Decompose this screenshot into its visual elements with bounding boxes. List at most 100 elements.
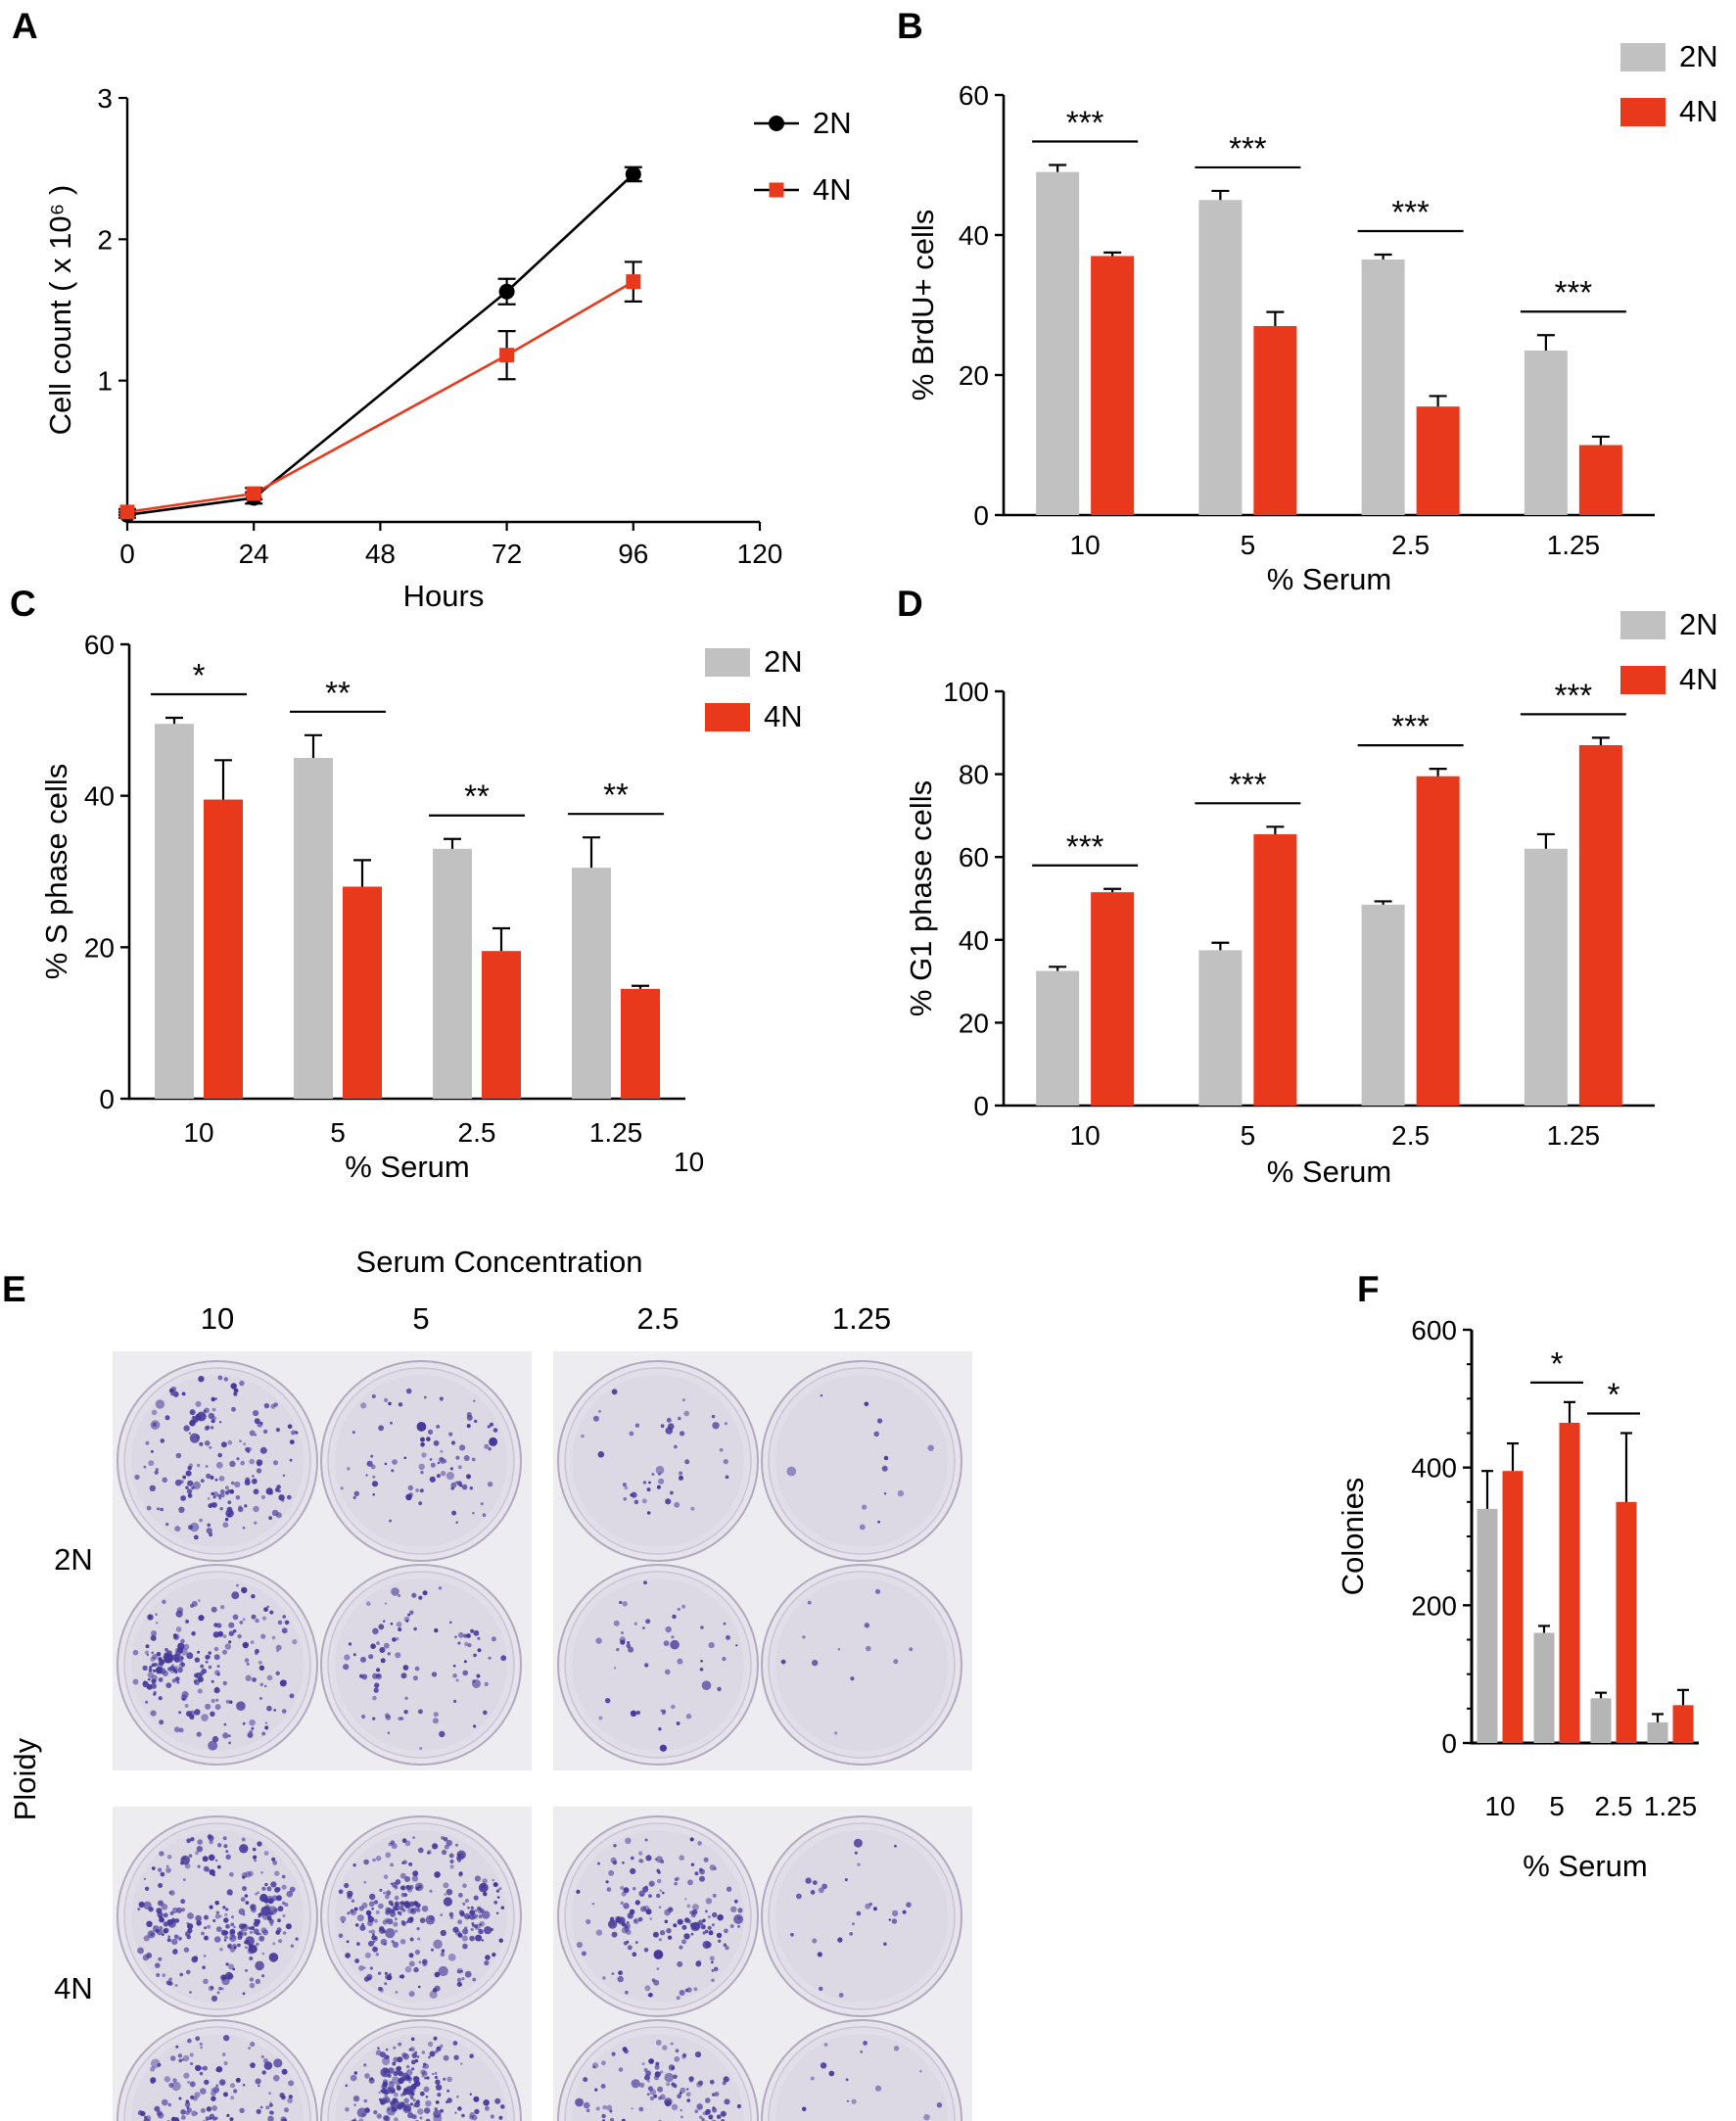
colony <box>199 1441 204 1446</box>
colony <box>372 1858 376 1862</box>
colony <box>387 1908 393 1913</box>
colony <box>679 1475 683 1481</box>
colony <box>714 2092 720 2097</box>
colony <box>461 1484 468 1490</box>
colony <box>211 1995 218 2002</box>
colony <box>180 1638 185 1644</box>
colony <box>273 2074 280 2082</box>
colony <box>394 1901 399 1907</box>
colony <box>384 2094 388 2097</box>
colony <box>169 1665 175 1670</box>
colony <box>399 2093 404 2097</box>
colony <box>220 1441 227 1448</box>
colony <box>269 1922 273 1926</box>
colony <box>469 1935 475 1942</box>
colony <box>666 1417 672 1423</box>
colony <box>616 1647 620 1652</box>
colony <box>673 2074 678 2080</box>
colony <box>167 1935 171 1939</box>
colony <box>656 1485 661 1489</box>
colony <box>180 1495 186 1501</box>
colony <box>175 1626 182 1632</box>
colony <box>429 1889 433 1893</box>
colony-photo-2n-serum-2-5-1-25 <box>553 1351 972 1770</box>
colony <box>180 1662 184 1666</box>
panel-label-f: F <box>1357 1269 1380 1309</box>
colony <box>395 1991 399 1994</box>
colony <box>352 1495 356 1500</box>
colony <box>894 1844 897 1848</box>
colony <box>495 1889 499 1893</box>
colony <box>372 1933 375 1936</box>
colony <box>346 1940 350 1944</box>
colony <box>360 1656 366 1663</box>
x-tick-label: 5 <box>1241 1120 1256 1151</box>
colony <box>459 1484 463 1487</box>
colony <box>485 1955 491 1960</box>
colony <box>653 1950 664 1959</box>
colony <box>382 2056 391 2066</box>
colony <box>419 2116 423 2120</box>
colony <box>854 1851 858 1855</box>
colony <box>228 1963 235 1970</box>
colony <box>281 1709 287 1714</box>
colony <box>737 1925 740 1928</box>
colony <box>395 1879 401 1885</box>
colony <box>284 2107 289 2113</box>
colony <box>230 1383 237 1390</box>
colony <box>384 2115 391 2121</box>
colony <box>479 1920 486 1927</box>
colony <box>222 1634 227 1638</box>
colony <box>214 1397 217 1400</box>
colony <box>251 1614 257 1620</box>
colony <box>188 1854 193 1858</box>
colony <box>176 1680 180 1684</box>
colony <box>377 1986 383 1992</box>
colony <box>712 1893 717 1898</box>
colony <box>281 1884 287 1890</box>
colony <box>245 1969 248 1972</box>
colony <box>487 1425 491 1429</box>
colony <box>233 1388 239 1393</box>
colony <box>352 1863 356 1867</box>
colony <box>395 1917 398 1921</box>
colony <box>680 2087 686 2094</box>
colony <box>483 2099 490 2106</box>
colony <box>633 1887 636 1891</box>
colony <box>655 2040 662 2046</box>
colony <box>609 2109 613 2113</box>
colony <box>380 1938 388 1946</box>
colony <box>187 1912 194 1919</box>
colony <box>179 1937 182 1941</box>
y-axis-title: Cell count ( x 10⁶ ) <box>43 185 77 436</box>
colony <box>817 1952 822 1957</box>
colony <box>212 1491 219 1497</box>
colony <box>443 1897 452 1907</box>
colony <box>408 1960 415 1967</box>
colony <box>452 1926 459 1933</box>
colony <box>292 1639 298 1645</box>
colony <box>384 1462 388 1466</box>
colony <box>274 1887 280 1893</box>
colony <box>382 2084 388 2090</box>
colony <box>390 1622 394 1626</box>
colony <box>473 2096 480 2102</box>
colony <box>212 1631 219 1638</box>
colony <box>200 2088 207 2095</box>
colony <box>641 1498 647 1504</box>
colony <box>152 1422 157 1427</box>
colony <box>181 1391 186 1396</box>
colony <box>197 1676 204 1682</box>
colony <box>204 1426 210 1432</box>
colony <box>601 2113 606 2119</box>
colony <box>621 1921 627 1927</box>
colony <box>605 1698 611 1704</box>
colony <box>197 1864 201 1868</box>
colony <box>708 1642 715 1649</box>
colony <box>395 1652 401 1659</box>
colony <box>686 1904 691 1909</box>
colony <box>295 1937 299 1941</box>
colony <box>268 1516 272 1521</box>
colony <box>274 1870 280 1876</box>
colony <box>183 1947 190 1953</box>
